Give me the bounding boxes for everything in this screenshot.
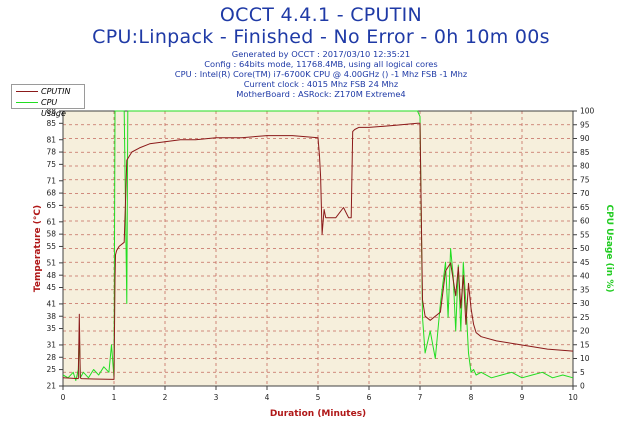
y2-tick-label: 35 (580, 285, 590, 294)
info-motherboard: MotherBoard : ASRock: Z170M Extreme4 (236, 89, 406, 99)
y2-tick-label: 75 (580, 175, 590, 184)
x-tick-label: 8 (469, 393, 474, 402)
y2-axis-label: CPU Usage (in %) (604, 205, 614, 293)
y-tick-label: 88 (46, 107, 56, 116)
y2-tick-label: 40 (580, 272, 590, 281)
y2-tick-label: 70 (580, 189, 590, 198)
y-tick-label: 41 (46, 300, 56, 309)
info-generated: Generated by OCCT : 2017/03/10 12:35:21 (231, 49, 411, 59)
y2-tick-label: 25 (580, 313, 590, 322)
y-tick-label: 61 (46, 217, 56, 226)
y-tick-label: 81 (46, 135, 56, 144)
x-tick-label: 9 (520, 393, 525, 402)
y-tick-label: 48 (46, 271, 56, 280)
x-tick-label: 7 (418, 393, 423, 402)
y2-tick-label: 10 (580, 354, 590, 363)
x-tick-label: 3 (214, 393, 219, 402)
chart-title: OCCT 4.4.1 - CPUTIN (219, 4, 423, 26)
y2-tick-label: 65 (580, 203, 590, 212)
x-tick-label: 6 (367, 393, 372, 402)
y-tick-label: 21 (46, 382, 56, 391)
info-config: Config : 64bits mode, 11768.4MB, using a… (204, 59, 438, 69)
info-clock: Current clock : 4015 Mhz FSB 24 Mhz (243, 79, 399, 89)
y-tick-label: 35 (46, 324, 56, 333)
chart-subtitle: CPU:Linpack - Finished - No Error - 0h 1… (92, 26, 550, 48)
y-tick-label: 68 (46, 189, 56, 198)
x-tick-label: 1 (112, 393, 117, 402)
y-tick-label: 65 (46, 201, 56, 210)
x-tick-label: 5 (316, 393, 321, 402)
y-tick-label: 55 (46, 242, 56, 251)
y-tick-label: 85 (46, 119, 56, 128)
y-tick-label: 78 (46, 148, 56, 157)
series-line-cpu-usage (62, 110, 574, 381)
y-tick-label: 28 (46, 353, 56, 362)
legend-label-cputin: CPUTIN (41, 87, 71, 96)
y-tick-label: 45 (46, 283, 56, 292)
series-line-cputin (62, 122, 574, 380)
x-tick-label: 4 (265, 393, 270, 402)
y2-tick-label: 20 (580, 327, 590, 336)
legend-item-cputin: CPUTIN (12, 86, 84, 97)
y2-tick-label: 85 (580, 148, 590, 157)
info-cpu: CPU : Intel(R) Core(TM) i7-6700K CPU @ 4… (174, 69, 468, 79)
y-axis-label: Temperature (°C) (33, 205, 43, 292)
y2-tick-label: 30 (580, 299, 590, 308)
y-tick-label: 51 (46, 258, 56, 267)
y2-tick-label: 60 (580, 217, 590, 226)
legend-swatch-cputin (16, 91, 38, 92)
y-tick-label: 75 (46, 160, 56, 169)
y-tick-label: 58 (46, 230, 56, 239)
y2-tick-label: 0 (580, 382, 585, 391)
y2-tick-label: 5 (580, 368, 585, 377)
legend-label-cpu-usage: CPU Usage (41, 98, 66, 118)
y-tick-label: 31 (46, 341, 56, 350)
x-tick-label: 2 (163, 393, 168, 402)
y2-tick-label: 80 (580, 162, 590, 171)
legend: CPUTIN CPU Usage (11, 84, 85, 118)
y2-tick-label: 90 (580, 134, 590, 143)
y2-tick-label: 15 (580, 340, 590, 349)
y2-tick-label: 45 (580, 258, 590, 267)
legend-swatch-cpu-usage (16, 102, 38, 103)
y-tick-label: 38 (46, 312, 56, 321)
y2-tick-label: 55 (580, 230, 590, 239)
y-tick-label: 25 (46, 365, 56, 374)
y-tick-label: 71 (46, 176, 56, 185)
y2-tick-label: 95 (580, 120, 590, 129)
y2-tick-label: 50 (580, 244, 590, 253)
x-axis-label: Duration (Minutes) (270, 409, 366, 419)
legend-item-cpu-usage: CPU Usage (12, 97, 84, 118)
x-tick-label: 0 (61, 393, 66, 402)
x-tick-label: 10 (568, 393, 578, 402)
y2-tick-label: 100 (580, 107, 595, 116)
